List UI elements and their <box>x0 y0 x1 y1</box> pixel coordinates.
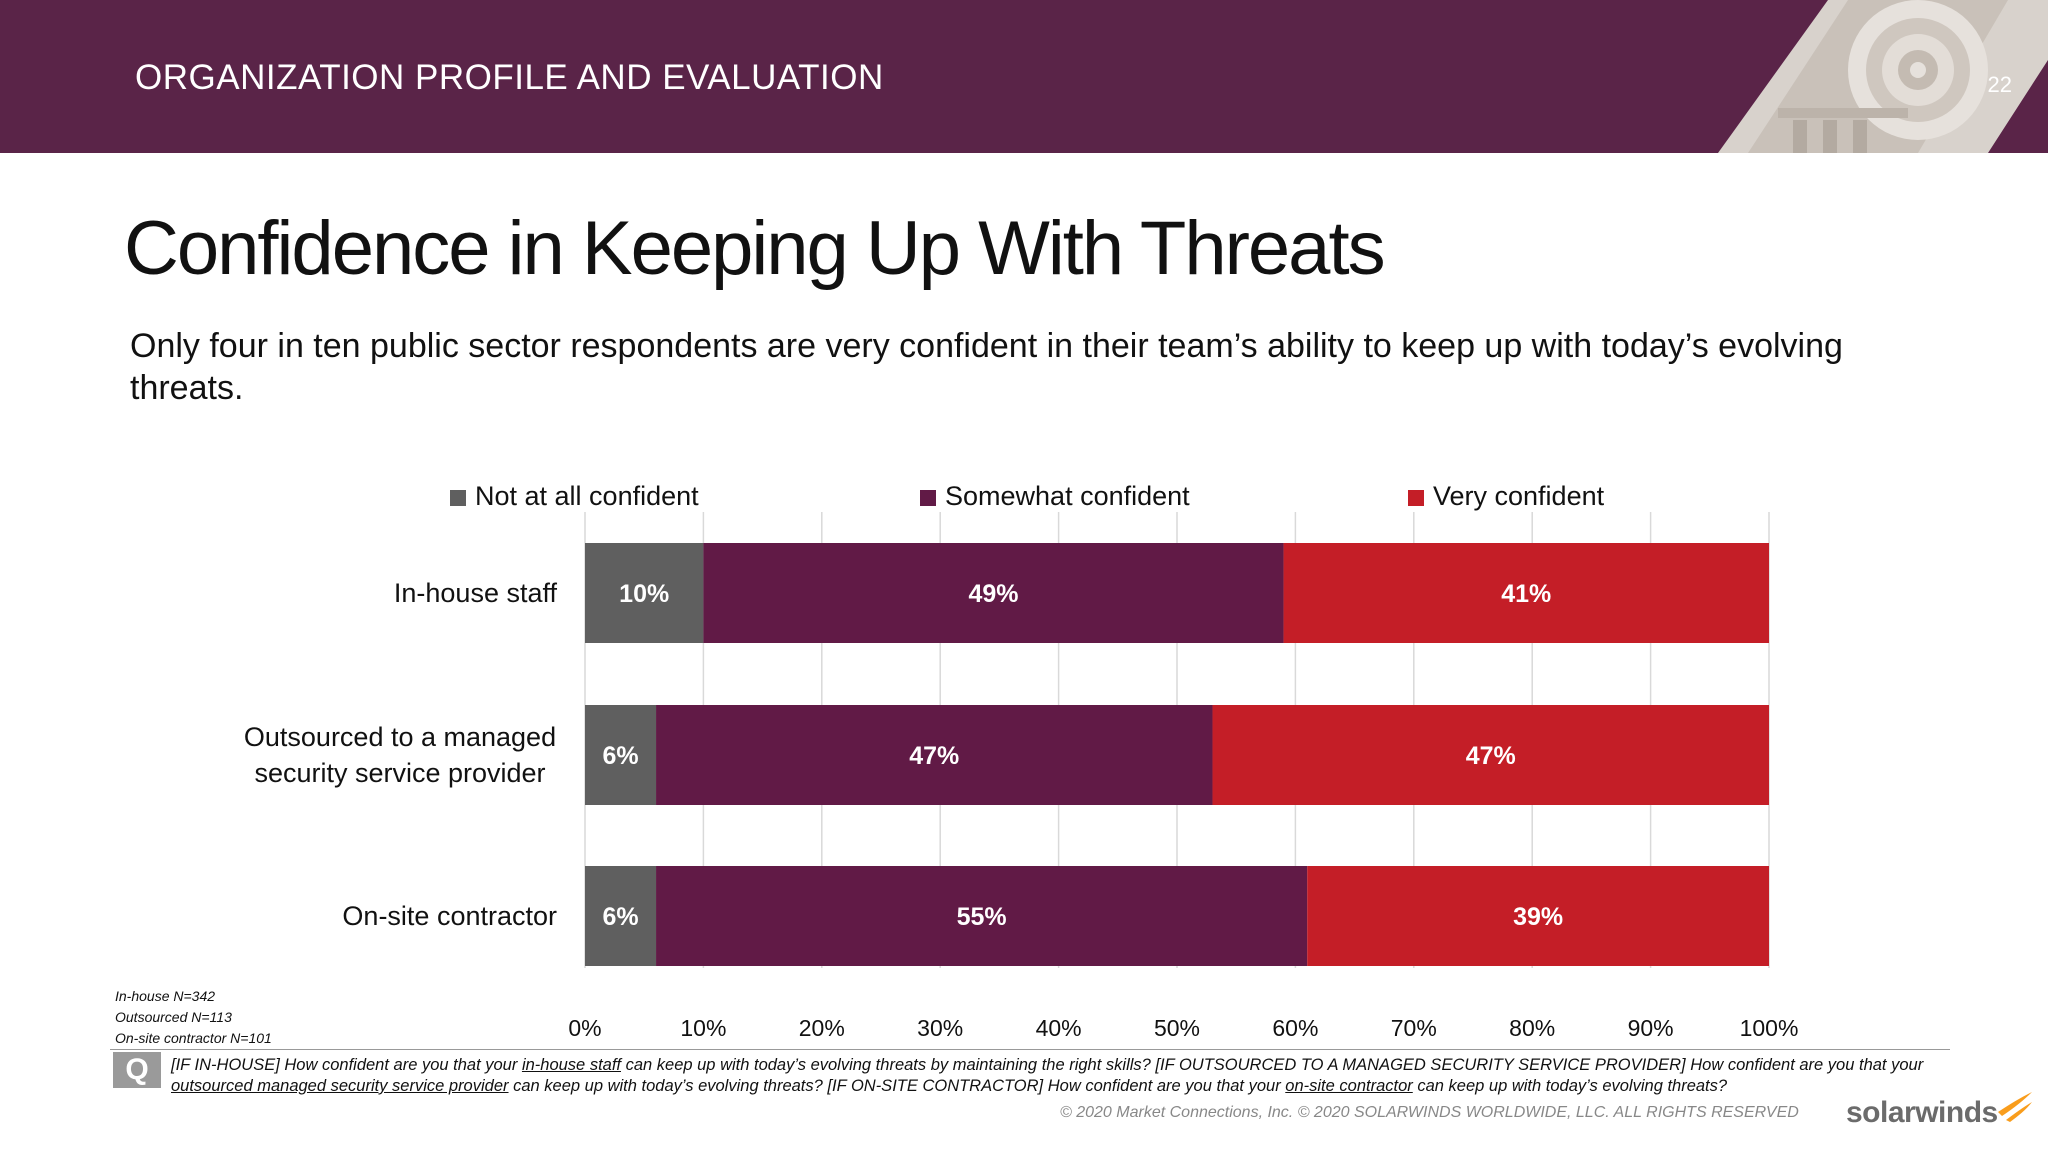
sample-size-notes: In-house N=342 Outsourced N=113 On-site … <box>115 986 272 1049</box>
category-label: security service provider <box>254 758 545 788</box>
solarwinds-logo: solarwinds <box>1846 1090 2036 1130</box>
x-tick-label: 50% <box>1154 1015 1200 1041</box>
question-text-part: can keep up with today’s evolving threat… <box>621 1056 1924 1074</box>
bar-data-label: 47% <box>909 742 959 770</box>
bar-segment <box>585 705 657 805</box>
x-tick-label: 90% <box>1628 1015 1674 1041</box>
bar-segment <box>656 866 1308 966</box>
bar-data-label: 6% <box>602 742 638 770</box>
question-text-part: can keep up with today’s evolving threat… <box>508 1077 1286 1095</box>
legend-label: Somewhat confident <box>945 481 1190 511</box>
category-label: On-site contractor <box>342 901 557 931</box>
legend-label: Not at all confident <box>475 481 699 511</box>
category-label: In-house staff <box>394 578 558 608</box>
x-tick-label: 70% <box>1391 1015 1437 1041</box>
bar-data-label: 49% <box>968 580 1018 608</box>
bar-segment <box>703 543 1284 643</box>
sample-size-note: Outsourced N=113 <box>115 1009 232 1025</box>
bar-segment <box>656 705 1213 805</box>
sample-size-note: On-site contractor N=101 <box>115 1030 272 1046</box>
bar-data-label: 55% <box>957 903 1007 931</box>
logo-swoosh-icon <box>1998 1092 2032 1122</box>
legend-swatch <box>1408 490 1424 506</box>
bar-data-label: 10% <box>619 580 669 608</box>
bar-segment <box>1307 866 1769 966</box>
chart-bars: 10% 49% 41% 6% 47% 47% 6% 55% 39% <box>585 543 1769 966</box>
chart-legend: Not at all confident Somewhat confident Ve… <box>450 481 1605 511</box>
bar-segment <box>585 866 657 966</box>
question-text-part: outsourced managed security service prov… <box>171 1077 509 1095</box>
x-tick-label: 60% <box>1272 1015 1318 1041</box>
question-icon: Q <box>113 1052 161 1088</box>
copyright-notice: © 2020 Market Connections, Inc. © 2020 S… <box>1060 1104 1799 1121</box>
slide-subtitle: Only four in ten public sector responden… <box>130 327 1843 407</box>
bar-data-label: 6% <box>602 903 638 931</box>
x-tick-label: 20% <box>799 1015 845 1041</box>
bar-data-label: 47% <box>1466 742 1516 770</box>
category-labels: In-house staff Outsourced to a managed sec… <box>244 578 558 931</box>
question-text-part: on-site contractor <box>1285 1077 1413 1095</box>
bar-segment <box>585 543 704 643</box>
column-capital-image <box>1718 0 2048 153</box>
bar-segment <box>1283 543 1769 643</box>
slide-title: Confidence in Keeping Up With Threats <box>124 206 1386 291</box>
survey-question-text: [IF IN-HOUSE] How confident are you that… <box>171 1055 2001 1097</box>
x-tick-label: 0% <box>568 1015 601 1041</box>
sample-size-note: In-house N=342 <box>115 988 216 1004</box>
bar-segment <box>1212 705 1769 805</box>
stacked-bar-chart: Not at all confident Somewhat confident Ve… <box>244 481 1799 1041</box>
header-banner: ORGANIZATION PROFILE AND EVALUATION 22 <box>0 0 2048 153</box>
x-tick-label: 100% <box>1740 1015 1799 1041</box>
footer-divider <box>110 1049 1950 1050</box>
x-tick-label: 40% <box>1036 1015 1082 1041</box>
x-tick-label: 80% <box>1509 1015 1555 1041</box>
logo-wordmark: solarwinds <box>1846 1096 1998 1129</box>
bar-data-label: 39% <box>1513 903 1563 931</box>
legend-label: Very confident <box>1433 481 1605 511</box>
legend-swatch <box>450 490 466 506</box>
bar-data-label: 41% <box>1501 580 1551 608</box>
category-label: Outsourced to a managed <box>244 722 556 752</box>
question-text-part: in-house staff <box>521 1056 621 1074</box>
question-text-part: can keep up with today’s evolving threat… <box>1412 1077 1728 1095</box>
x-tick-label: 30% <box>917 1015 963 1041</box>
page-number: 22 <box>1987 72 2012 97</box>
legend-swatch <box>920 490 936 506</box>
question-text-part: [IF IN-HOUSE] How confident are you that… <box>171 1056 522 1074</box>
x-tick-label: 10% <box>680 1015 726 1041</box>
section-title: ORGANIZATION PROFILE AND EVALUATION <box>135 58 884 97</box>
x-axis: 0% 10% 20% 30% 40% 50% 60% 70% 80% 90% 100% <box>568 1015 1798 1041</box>
